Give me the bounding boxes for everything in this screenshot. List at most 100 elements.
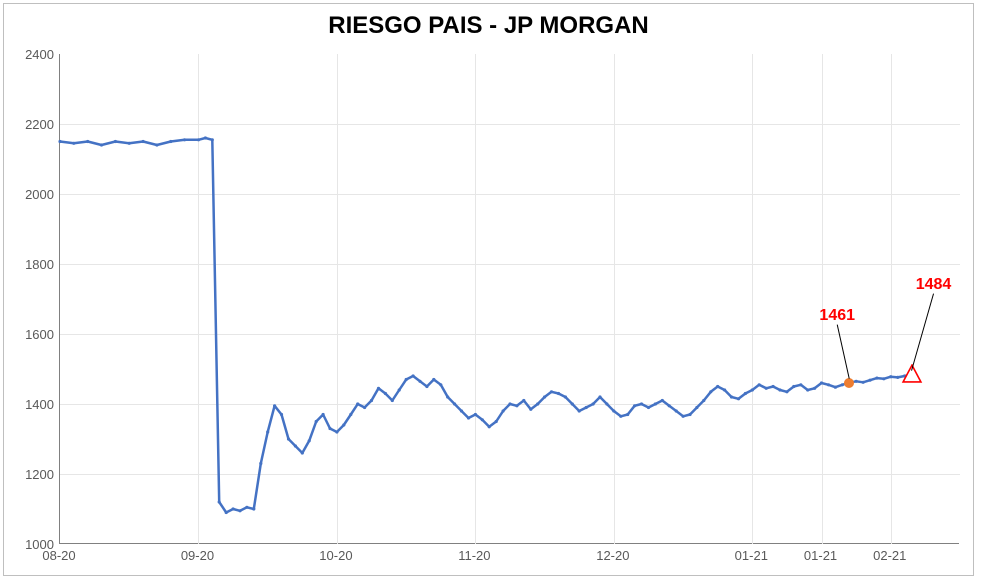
series-svg xyxy=(60,54,960,544)
series-point xyxy=(799,383,802,386)
series-point xyxy=(536,402,539,405)
series-point xyxy=(668,404,671,407)
series-point xyxy=(218,500,221,503)
series-point xyxy=(405,378,408,381)
series-point xyxy=(211,138,214,141)
series-point xyxy=(855,380,858,383)
series-point xyxy=(391,399,394,402)
series-point xyxy=(183,138,186,141)
series-point xyxy=(834,386,837,389)
series-point xyxy=(328,427,331,430)
series-point xyxy=(522,399,525,402)
series-point xyxy=(723,388,726,391)
x-tick-label: 01-21 xyxy=(721,548,781,563)
x-tick-label: 11-20 xyxy=(444,548,504,563)
series-point xyxy=(543,395,546,398)
series-point xyxy=(605,402,608,405)
series-point xyxy=(765,387,768,390)
series-point xyxy=(232,507,235,510)
series-point xyxy=(716,385,719,388)
series-point xyxy=(896,376,899,379)
series-point xyxy=(571,402,574,405)
series-point xyxy=(349,413,352,416)
series-point xyxy=(273,404,276,407)
series-point xyxy=(114,140,117,143)
series-point xyxy=(460,409,463,412)
series-point xyxy=(474,413,477,416)
series-point xyxy=(425,385,428,388)
series-point xyxy=(827,383,830,386)
series-point xyxy=(356,402,359,405)
series-point xyxy=(578,409,581,412)
series-point xyxy=(682,415,685,418)
series-point xyxy=(439,383,442,386)
series-point xyxy=(751,388,754,391)
series-point xyxy=(619,415,622,418)
series-point xyxy=(266,430,269,433)
y-tick-label: 1800 xyxy=(9,257,54,272)
series-point xyxy=(502,409,505,412)
series-point xyxy=(862,381,865,384)
x-tick-label: 09-20 xyxy=(167,548,227,563)
series-point xyxy=(654,402,657,405)
series-point xyxy=(280,413,283,416)
series-point xyxy=(197,138,200,141)
series-point xyxy=(301,451,304,454)
series-point xyxy=(453,402,456,405)
x-tick-label: 08-20 xyxy=(29,548,89,563)
series-point xyxy=(294,444,297,447)
series-point xyxy=(688,413,691,416)
series-point xyxy=(702,399,705,402)
series-point xyxy=(322,413,325,416)
x-tick-label: 02-21 xyxy=(860,548,920,563)
series-point xyxy=(259,462,262,465)
y-tick-label: 2000 xyxy=(9,187,54,202)
series-point xyxy=(169,140,172,143)
y-tick-label: 1400 xyxy=(9,397,54,412)
chart-title: RIESGO PAIS - JP MORGAN xyxy=(4,12,973,40)
series-point xyxy=(640,402,643,405)
series-point xyxy=(377,387,380,390)
series-point xyxy=(806,388,809,391)
series-point xyxy=(315,420,318,423)
x-tick-label: 12-20 xyxy=(583,548,643,563)
series-point xyxy=(695,406,698,409)
series-point xyxy=(529,408,532,411)
annot-1484-label: 1484 xyxy=(916,276,952,294)
series-point xyxy=(564,395,567,398)
series-point xyxy=(432,378,435,381)
series-point xyxy=(287,437,290,440)
series-point xyxy=(412,374,415,377)
series-point xyxy=(737,397,740,400)
series-point xyxy=(785,390,788,393)
series-point xyxy=(308,439,311,442)
series-point xyxy=(675,409,678,412)
series-point xyxy=(813,387,816,390)
series-point xyxy=(633,404,636,407)
series-point xyxy=(661,399,664,402)
series-point xyxy=(744,392,747,395)
series-point xyxy=(647,406,650,409)
series-point xyxy=(238,509,241,512)
series-point xyxy=(335,430,338,433)
y-tick-label: 1600 xyxy=(9,327,54,342)
y-tick-label: 2400 xyxy=(9,47,54,62)
plot-area: 1461 1484 xyxy=(59,54,959,544)
series-point xyxy=(252,507,255,510)
series-point xyxy=(495,420,498,423)
series-point xyxy=(515,404,518,407)
series-point xyxy=(467,416,470,419)
annot-1461-label: 1461 xyxy=(819,307,855,325)
series-point xyxy=(792,385,795,388)
series-point xyxy=(626,413,629,416)
series-point xyxy=(778,388,781,391)
series-point xyxy=(58,140,61,143)
annot-1461-marker xyxy=(844,378,854,388)
chart-container: RIESGO PAIS - JP MORGAN 14611484 1000120… xyxy=(3,3,974,576)
series-point xyxy=(772,385,775,388)
series-point xyxy=(225,511,228,514)
series-point xyxy=(446,395,449,398)
series-point xyxy=(86,140,89,143)
y-tick-label: 2200 xyxy=(9,117,54,132)
series-point xyxy=(398,388,401,391)
